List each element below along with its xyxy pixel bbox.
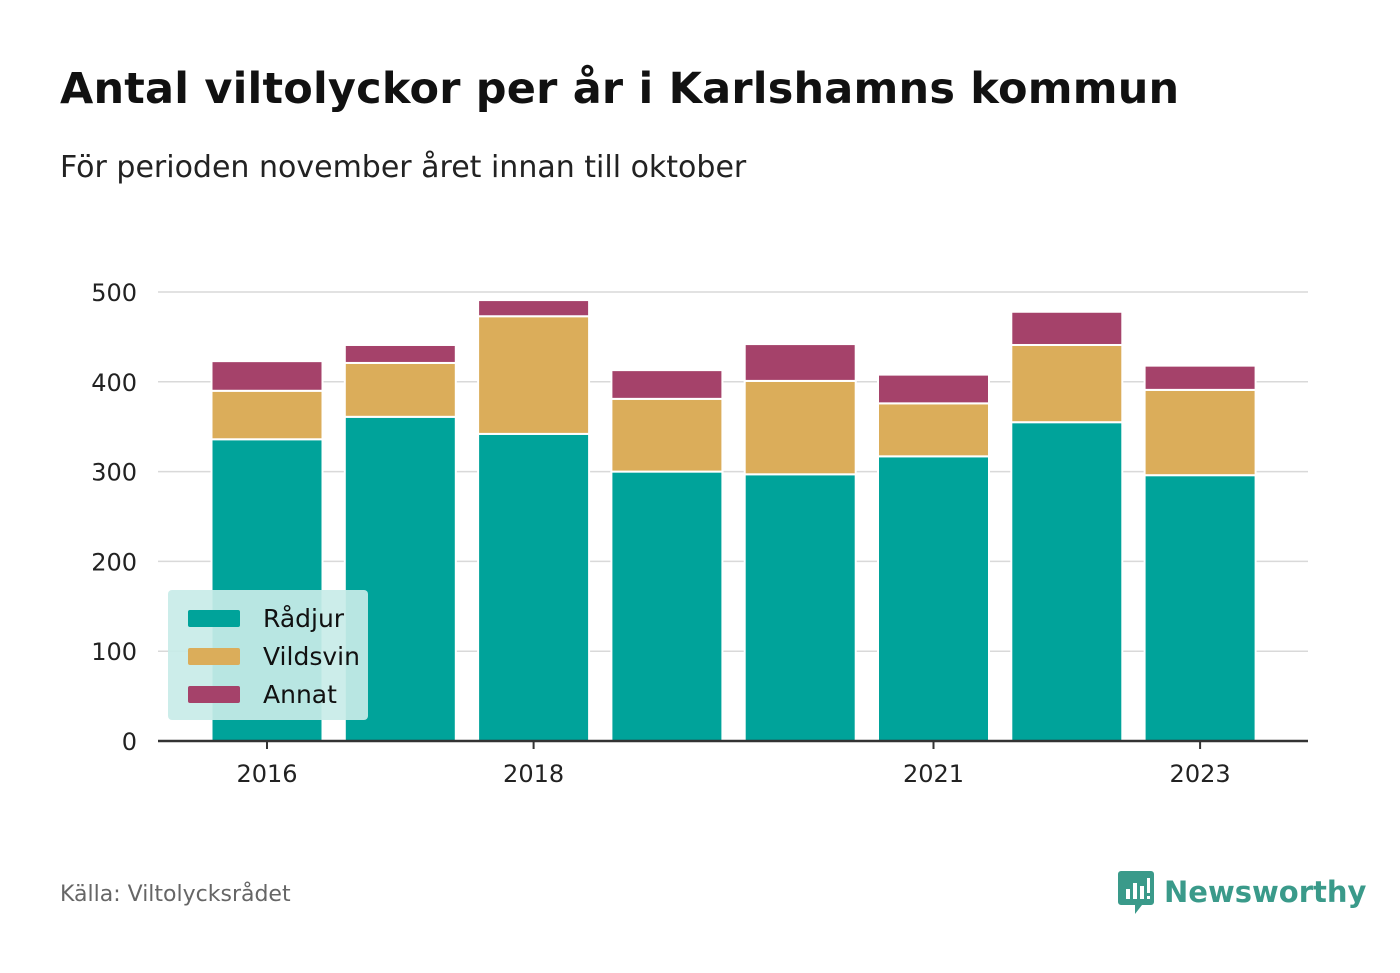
bar-segment (343, 361, 457, 418)
y-tick-label: 100 (91, 638, 137, 666)
source-note: Källa: Viltolycksrådet (60, 882, 291, 907)
bar-segment (477, 315, 591, 435)
legend-swatch-radjur (188, 610, 240, 627)
newsworthy-logo-icon (1118, 871, 1154, 914)
y-tick-label: 300 (91, 459, 137, 487)
bar-segment (477, 299, 591, 318)
bar-segment (877, 455, 990, 742)
bar-segment (877, 402, 990, 458)
bar-segment (210, 389, 324, 441)
newsworthy-logo[interactable]: Newsworthy (1118, 868, 1366, 916)
bar-segment (610, 470, 724, 742)
brand-name: Newsworthy (1164, 875, 1367, 909)
legend-item-vildsvin: Vildsvin (188, 642, 360, 671)
bar-segment (743, 343, 857, 382)
bar-segment (1010, 343, 1124, 424)
chart-title: Antal viltolyckor per år i Karlshamns ko… (60, 64, 1180, 114)
y-tick-label: 0 (122, 728, 137, 756)
bar-segment (877, 373, 990, 405)
bar-segment (743, 473, 857, 742)
x-tick-label: 2021 (903, 760, 964, 788)
x-tick-label: 2016 (236, 760, 297, 788)
chart-subtitle: För perioden november året innan till ok… (60, 150, 747, 185)
bar-segment (610, 369, 724, 400)
bar-segment (477, 432, 591, 742)
bar-segment (1010, 310, 1124, 346)
y-tick-label: 200 (91, 548, 137, 576)
bar-segment (1143, 474, 1257, 742)
bar-segment (610, 397, 724, 473)
bar-segment (343, 343, 457, 364)
bar-segment (743, 379, 857, 476)
legend-item-annat: Annat (188, 680, 337, 709)
y-tick-label: 500 (91, 279, 137, 307)
bar-segment (1143, 364, 1257, 391)
legend-swatch-annat (188, 686, 240, 703)
x-tick-label: 2023 (1170, 760, 1231, 788)
legend-swatch-vildsvin (188, 648, 240, 665)
bar-segment (210, 360, 324, 392)
bar-segment (1010, 421, 1124, 742)
legend-label-vildsvin: Vildsvin (263, 642, 360, 671)
legend-item-radjur: Rådjur (188, 604, 344, 633)
legend: Rådjur Vildsvin Annat (168, 590, 368, 720)
bar-segment (1143, 388, 1257, 477)
legend-label-radjur: Rådjur (263, 604, 345, 633)
y-tick-label: 400 (91, 369, 137, 397)
legend-label-annat: Annat (263, 680, 337, 709)
x-tick-label: 2018 (503, 760, 564, 788)
